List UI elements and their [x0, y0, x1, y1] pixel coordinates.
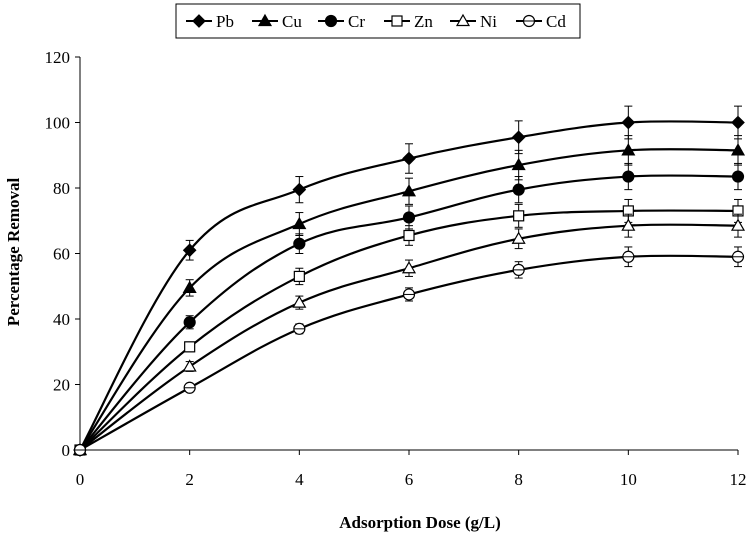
x-tick-label: 8: [514, 470, 523, 489]
data-point: [184, 341, 196, 353]
data-point: [622, 170, 635, 183]
data-point: [182, 280, 197, 293]
data-point: [731, 115, 745, 130]
data-point: [183, 381, 196, 394]
data-point: [293, 237, 306, 250]
legend-label: Ni: [480, 12, 497, 31]
x-tick-label: 12: [730, 470, 747, 489]
data-point: [182, 243, 197, 258]
y-axis-title: Percentage Removal: [4, 178, 23, 327]
data-point: [402, 151, 416, 166]
series-cd: [73, 246, 745, 457]
y-tick-label: 60: [53, 245, 70, 264]
data-point: [401, 184, 417, 197]
data-point: [511, 157, 526, 171]
data-point: [512, 183, 525, 196]
x-tick-label: 2: [185, 470, 194, 489]
data-point: [292, 216, 307, 230]
data-point: [730, 218, 746, 231]
y-axis-ticks: 0 20 40 60 80 100 120: [45, 48, 80, 460]
legend-marker: [192, 14, 206, 28]
legend-item-cr: Cr: [318, 12, 365, 31]
data-point: [293, 322, 306, 335]
data-point: [731, 250, 745, 263]
data-point: [293, 270, 305, 283]
data-point: [513, 210, 525, 222]
legend-marker: [257, 13, 273, 27]
data-point: [511, 231, 526, 244]
data-point: [730, 143, 746, 156]
data-point: [731, 170, 745, 183]
x-axis-title: Adsorption Dose (g/L): [339, 513, 501, 532]
y-tick-label: 120: [45, 48, 71, 67]
series-zn: [74, 198, 744, 456]
data-point: [292, 295, 307, 308]
series-line: [79, 209, 739, 451]
legend-item-pb: Pb: [186, 12, 234, 31]
legend-label: Cu: [282, 12, 302, 31]
x-tick-label: 6: [405, 470, 414, 489]
legend-item-ni: Ni: [450, 12, 497, 31]
y-tick-label: 100: [45, 114, 71, 133]
series-layer: [72, 105, 746, 457]
series-cr: [73, 162, 745, 457]
y-tick-label: 80: [53, 179, 70, 198]
data-point: [183, 316, 196, 329]
data-point: [512, 263, 525, 276]
y-tick-label: 20: [53, 376, 70, 395]
x-tick-label: 0: [76, 470, 85, 489]
series-line: [79, 223, 739, 451]
legend-item-cd: Cd: [516, 12, 566, 31]
data-point: [511, 130, 526, 145]
legend-item-cu: Cu: [252, 12, 302, 31]
series-ni: [72, 213, 746, 456]
legend-label: Cr: [348, 12, 365, 31]
legend-item-zn: Zn: [384, 12, 433, 31]
data-point: [621, 115, 636, 130]
x-tick-label: 10: [620, 470, 637, 489]
legend-label: Zn: [414, 12, 433, 31]
legend-marker: [455, 13, 471, 27]
legend-label: Cd: [546, 12, 566, 31]
data-point: [403, 229, 415, 242]
series-line: [79, 254, 739, 451]
data-point: [622, 250, 635, 263]
data-point: [621, 143, 636, 156]
legend-box: [175, 3, 581, 39]
y-tick-label: 40: [53, 310, 70, 329]
data-point: [73, 443, 87, 457]
data-point: [401, 261, 417, 274]
data-point: [621, 218, 636, 231]
data-point: [292, 182, 307, 197]
legend-marker: [324, 14, 338, 28]
data-point: [402, 211, 416, 224]
legend-marker: [391, 15, 403, 27]
legend-marker: [522, 14, 536, 28]
x-axis-ticks: 0 2 4 6 8 10 12: [76, 450, 747, 489]
legend: Pb Cu Cr Zn Ni Cd: [175, 3, 581, 39]
data-point: [182, 359, 197, 372]
data-point: [402, 288, 416, 301]
legend-label: Pb: [216, 12, 234, 31]
x-tick-label: 4: [295, 470, 304, 489]
series-pb: [73, 105, 745, 457]
y-tick-label: 0: [62, 441, 71, 460]
